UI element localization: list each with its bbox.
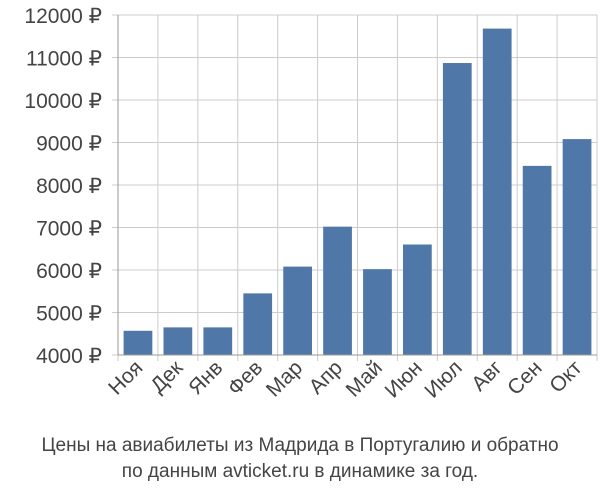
y-tick-label: 4000 ₽ xyxy=(36,345,102,368)
bar xyxy=(363,269,392,355)
y-tick-label: 9000 ₽ xyxy=(36,133,102,156)
x-tick-label: Ноя xyxy=(104,356,147,399)
axes xyxy=(117,15,597,356)
y-tick-label: 11000 ₽ xyxy=(26,48,102,71)
x-tick-label: Мар xyxy=(262,356,307,401)
bar xyxy=(562,139,592,355)
bar xyxy=(163,327,193,355)
bar xyxy=(123,330,153,355)
x-tick-label: Июн xyxy=(381,356,427,402)
y-tick-labels: 4000 ₽ 5000 ₽ 6000 ₽ 7000 ₽ 8000 ₽ 9000 ₽ 1000… xyxy=(24,5,102,368)
grid-lines xyxy=(112,14,598,361)
bars xyxy=(123,28,592,356)
bar xyxy=(283,266,312,355)
bar xyxy=(482,28,512,355)
x-tick-label: Авг xyxy=(467,356,507,396)
chart-caption-line-2: по данным avticket.ru в динамике за год. xyxy=(121,461,479,482)
bar xyxy=(243,293,273,355)
x-tick-label: Апр xyxy=(305,356,347,398)
y-tick-label: 8000 ₽ xyxy=(36,175,102,198)
x-tick-label: Янв xyxy=(184,356,227,399)
bar xyxy=(323,226,352,355)
bar xyxy=(522,165,552,355)
x-tick-label: Фев xyxy=(224,356,268,400)
x-tick-label: Сен xyxy=(503,356,546,399)
x-tick-label: Май xyxy=(342,356,387,401)
x-tick-label: Дек xyxy=(146,356,188,398)
chart-caption-line-1: Цены на авиабилеты из Мадрида в Португал… xyxy=(41,435,559,456)
y-tick-label: 6000 ₽ xyxy=(36,260,102,283)
bar xyxy=(403,244,432,355)
bar xyxy=(203,327,233,355)
x-tick-label: Окт xyxy=(545,356,587,398)
y-tick-label: 10000 ₽ xyxy=(24,90,102,113)
y-tick-label: 12000 ₽ xyxy=(24,5,102,28)
y-tick-label: 7000 ₽ xyxy=(36,218,102,241)
x-tick-label: Июл xyxy=(420,356,466,402)
y-tick-label: 5000 ₽ xyxy=(36,303,102,326)
bar xyxy=(442,63,472,356)
